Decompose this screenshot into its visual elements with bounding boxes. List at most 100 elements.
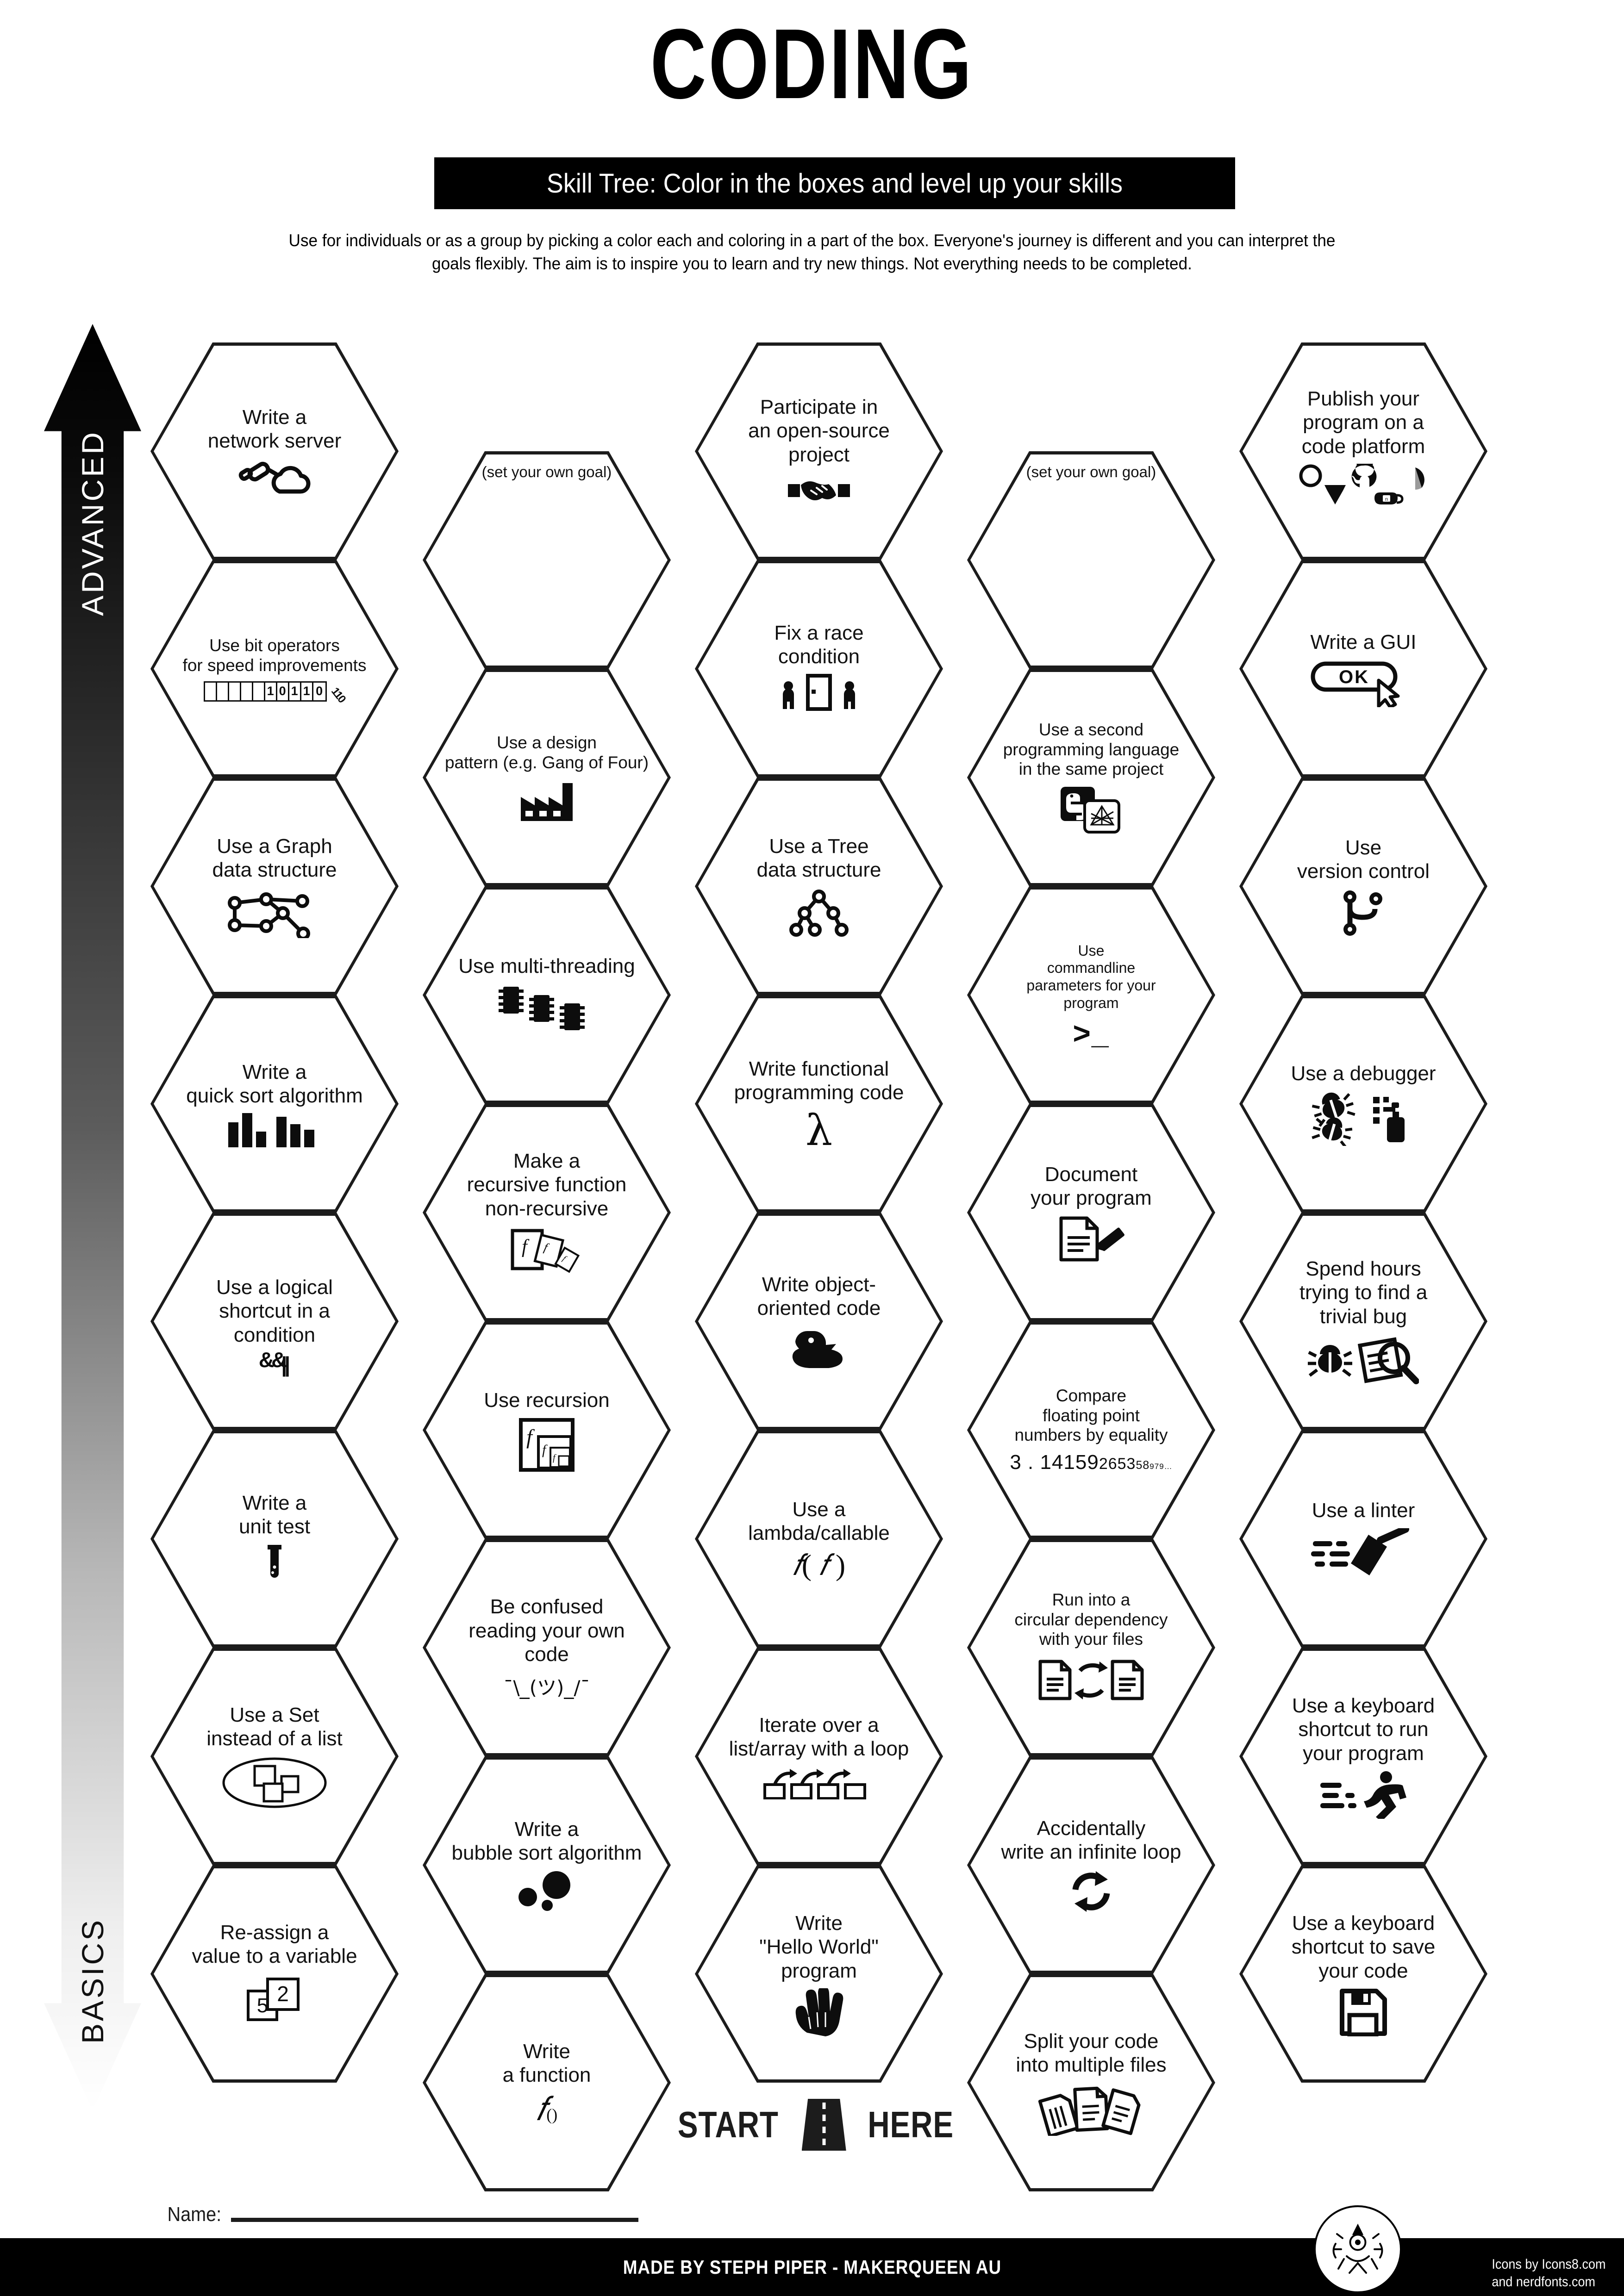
hex-label: Use a keyboard shortcut to run your prog… xyxy=(1292,1694,1435,1765)
hex-label: Compare floating point numbers by equali… xyxy=(1014,1386,1168,1445)
svg-text:f: f xyxy=(553,1453,556,1463)
hex-label: (set your own goal) xyxy=(481,463,612,480)
intro-blurb: Use for individuals or as a group by pic… xyxy=(288,231,1336,273)
start-word: START xyxy=(677,2104,779,2145)
name-field-rule[interactable] xyxy=(231,2218,638,2222)
skill-hex[interactable]: Participate in an open-source project xyxy=(695,342,943,560)
hex-label: Use a linter xyxy=(1312,1499,1415,1522)
skill-hex[interactable]: Use a debugger xyxy=(1239,995,1487,1213)
hex-label: Accidentally write an infinite loop xyxy=(1001,1817,1181,1863)
skill-hex[interactable]: Accidentally write an infinite loop xyxy=(967,1756,1215,1974)
hex-fill xyxy=(698,563,940,774)
hex-fill xyxy=(1243,1868,1484,2079)
multithreading-chips-icon xyxy=(496,984,598,1036)
hex-label: Use a lambda/callable xyxy=(748,1498,890,1544)
skill-hex[interactable]: Use a logical shortcut in a condition &&|… xyxy=(150,1213,399,1430)
skill-hex[interactable]: Use a keyboard shortcut to run your prog… xyxy=(1239,1648,1487,1865)
hex-fill xyxy=(154,781,395,992)
hex-fill xyxy=(426,454,668,666)
skill-hex[interactable]: Split your code into multiple files xyxy=(967,1974,1215,2191)
icons-credit-line2: and nerdfonts.com xyxy=(1491,2274,1595,2290)
skill-hex[interactable]: Use a Graph data structure xyxy=(150,778,399,995)
function-pages-icon: f f f xyxy=(510,1226,584,1276)
lambda-icon: λ xyxy=(805,1105,833,1155)
skill-hex[interactable]: Iterate over a list/array with a loop xyxy=(695,1648,943,1865)
hex-fill xyxy=(1243,1216,1484,1427)
skill-hex[interactable]: Fix a race condition xyxy=(695,560,943,778)
skill-hex[interactable]: Write a network server xyxy=(150,342,399,560)
broom-icon xyxy=(1310,1528,1417,1579)
hex-content: Write a GUI OK xyxy=(1239,560,1487,778)
hex-fill xyxy=(1243,998,1484,1209)
hex-label: Use a Set instead of a list xyxy=(206,1703,343,1750)
skill-hex[interactable]: Use commandline parameters for your prog… xyxy=(967,886,1215,1104)
skill-hex[interactable]: Write functional programming code λ xyxy=(695,995,943,1213)
skill-hex[interactable]: Use recursion f f f xyxy=(423,1321,671,1539)
skill-hex[interactable]: (set your own goal) xyxy=(423,451,671,669)
skill-hex[interactable]: Re-assign a value to a variable 5 2 xyxy=(150,1865,399,2083)
skill-hex[interactable]: Use a lambda/callable 𝑓( 𝑓 ) xyxy=(695,1430,943,1648)
subtitle-text: Skill Tree: Color in the boxes and level… xyxy=(546,168,1123,199)
skill-hex[interactable]: Run into a circular dependency with your… xyxy=(967,1539,1215,1756)
hex-fill xyxy=(154,1651,395,1862)
hex-fill xyxy=(1243,346,1484,557)
hex-fill xyxy=(970,890,1212,1101)
subtitle-banner: Skill Tree: Color in the boxes and level… xyxy=(434,157,1235,209)
skill-hex[interactable]: Make a recursive function non-recursive … xyxy=(423,1104,671,1321)
hex-label: Use a debugger xyxy=(1291,1062,1436,1085)
skill-hex[interactable]: (set your own goal) xyxy=(967,451,1215,669)
skill-hex[interactable]: Use bit operators for speed improvements… xyxy=(150,560,399,778)
hex-content: (set your own goal) xyxy=(967,451,1215,669)
hex-content: Be confused reading your own code ¯\_(ツ)_… xyxy=(423,1539,671,1756)
hex-content: Compare floating point numbers by equali… xyxy=(967,1321,1215,1539)
skill-hex[interactable]: Write a bubble sort algorithm xyxy=(423,1756,671,1974)
skill-hex[interactable]: Use a Tree data structure xyxy=(695,778,943,995)
skill-hex[interactable]: Use a second programming language in the… xyxy=(967,669,1215,886)
hex-content: Use a Graph data structure xyxy=(150,778,399,995)
skill-hex[interactable]: Publish your program on a code platform … xyxy=(1239,342,1487,560)
hex-content: Re-assign a value to a variable 5 2 xyxy=(150,1865,399,2083)
hex-fill xyxy=(698,1651,940,1862)
name-field-label: Name: xyxy=(167,2203,222,2226)
hex-fill xyxy=(1243,1651,1484,1862)
hex-content: Make a recursive function non-recursive … xyxy=(423,1104,671,1321)
skill-hex[interactable]: Use version control xyxy=(1239,778,1487,995)
hex-fill xyxy=(426,1542,668,1753)
skill-hex[interactable]: Write a quick sort algorithm xyxy=(150,995,399,1213)
hex-fill xyxy=(154,346,395,557)
hex-content: Split your code into multiple files xyxy=(967,1974,1215,2191)
skill-hex[interactable]: Write object- oriented code xyxy=(695,1213,943,1430)
skill-hex[interactable]: Write a unit test xyxy=(150,1430,399,1648)
skill-hex[interactable]: Document your program xyxy=(967,1104,1215,1321)
hex-fill xyxy=(970,672,1212,883)
ok-button-cursor-icon: OK xyxy=(1310,660,1417,707)
skill-hex[interactable]: Be confused reading your own code ¯\_(ツ)_… xyxy=(423,1539,671,1756)
hex-content: Use a keyboard shortcut to run your prog… xyxy=(1239,1648,1487,1865)
skill-hex[interactable]: Use multi-threading xyxy=(423,886,671,1104)
skill-hex[interactable]: Use a Set instead of a list xyxy=(150,1648,399,1865)
hex-fill xyxy=(970,1542,1212,1753)
skill-hex[interactable]: Write "Hello World" program xyxy=(695,1865,943,2083)
skill-hex[interactable]: Compare floating point numbers by equali… xyxy=(967,1321,1215,1539)
skill-hex[interactable]: Write a function 𝑓() xyxy=(423,1974,671,2191)
shrug-icon: ¯\_(ツ)_/¯ xyxy=(503,1676,590,1699)
skill-hex[interactable]: Spend hours trying to find a trivial bug xyxy=(1239,1213,1487,1430)
skill-hex[interactable]: Use a keyboard shortcut to save your cod… xyxy=(1239,1865,1487,2083)
hex-label: Spend hours trying to find a trivial bug xyxy=(1299,1257,1428,1328)
hex-label: Write a function xyxy=(502,2040,591,2086)
hex-content: Iterate over a list/array with a loop xyxy=(695,1648,943,1865)
git-branch-icon xyxy=(1338,889,1389,937)
hex-content: Use a Tree data structure xyxy=(695,778,943,995)
skill-hex[interactable]: Use a linter xyxy=(1239,1430,1487,1648)
hex-content: Accidentally write an infinite loop xyxy=(967,1756,1215,1974)
hex-content: Participate in an open-source project xyxy=(695,342,943,560)
hex-label: (set your own goal) xyxy=(1026,463,1156,480)
hex-fill xyxy=(970,1760,1212,1971)
tree-structure-icon xyxy=(784,887,854,938)
skill-hex[interactable]: Write a GUI OK xyxy=(1239,560,1487,778)
hex-fill xyxy=(698,1868,940,2079)
hex-fill xyxy=(970,1977,1212,2188)
name-field[interactable]: Name: xyxy=(164,2203,638,2226)
skill-hex[interactable]: Use a design pattern (e.g. Gang of Four) xyxy=(423,669,671,886)
